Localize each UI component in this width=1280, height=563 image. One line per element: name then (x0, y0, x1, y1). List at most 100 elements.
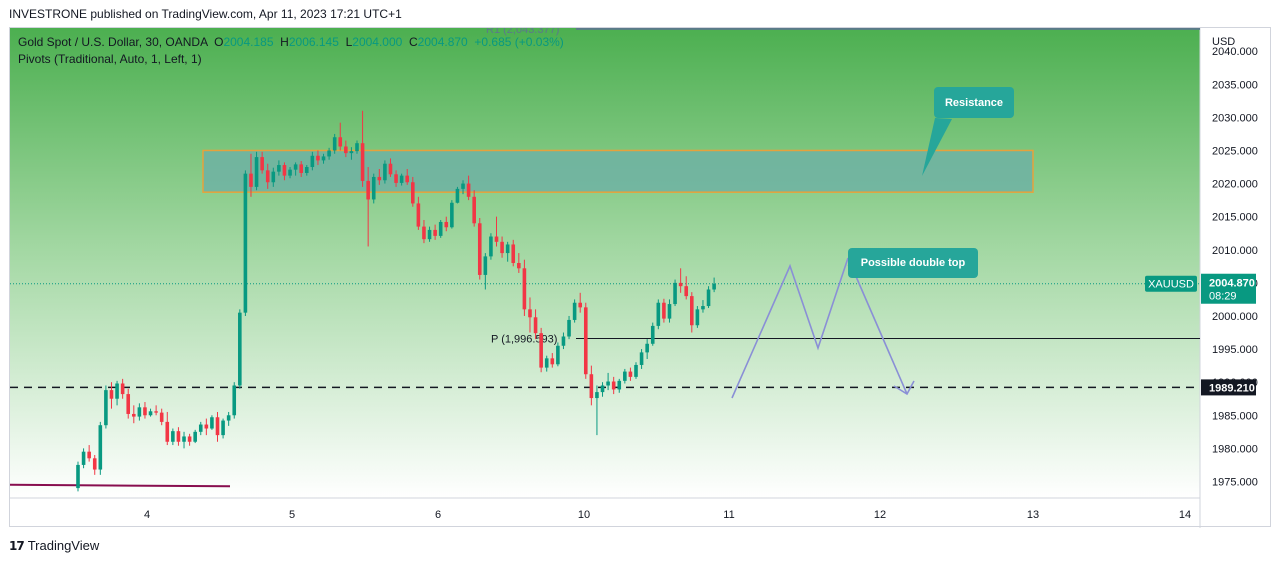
candle (282, 162, 287, 181)
candle (215, 411, 220, 442)
y-tick-label: 2010.000 (1212, 245, 1258, 257)
candle (461, 180, 465, 195)
candle (293, 162, 298, 176)
candle (159, 408, 164, 426)
candle (561, 332, 566, 350)
support-level-tag[interactable]: 1989.210 (1201, 379, 1256, 396)
candle-series (76, 110, 716, 492)
x-tick-label: 13 (1027, 509, 1039, 521)
candle (92, 454, 97, 475)
y-tick-label: 2020.000 (1212, 179, 1258, 191)
candle (366, 167, 370, 247)
candle (639, 349, 644, 369)
candle (243, 170, 248, 316)
double-top-pattern[interactable] (731, 257, 849, 399)
candle (260, 151, 264, 174)
tradingview-logo[interactable]: 17 TradingView (9, 538, 99, 553)
candle (411, 176, 415, 207)
candle (198, 421, 203, 436)
candle (438, 219, 443, 238)
candle (321, 153, 326, 164)
chart-legend: Gold Spot / U.S. Dollar, 30, OANDA O2004… (18, 34, 564, 68)
candle (388, 158, 393, 177)
y-tick-label: 1985.000 (1212, 410, 1258, 422)
support-level-value: 1989.210 (1209, 382, 1255, 394)
candle (193, 429, 197, 444)
candle (344, 140, 348, 158)
candle (316, 150, 320, 166)
bottom-trend-line[interactable] (10, 483, 231, 488)
candle (137, 403, 142, 421)
candle (87, 445, 91, 462)
candle (517, 253, 521, 273)
projection-arrow-head (893, 380, 915, 396)
y-tick-label: 2040.000 (1212, 46, 1258, 58)
x-tick-label: 4 (144, 509, 150, 521)
candle (254, 151, 259, 191)
plot-background (10, 28, 1200, 498)
double-top-callout[interactable]: Possible double top (848, 248, 978, 278)
candle (210, 415, 214, 430)
x-tick-label: 14 (1179, 509, 1191, 521)
candle (539, 327, 543, 373)
candle (299, 161, 303, 177)
candle (500, 236, 504, 258)
candle (505, 241, 510, 262)
y-tick-label: 1995.000 (1212, 344, 1258, 356)
candle (483, 253, 488, 290)
candle (271, 167, 276, 187)
legend-change-value: +0.685 (+0.03%) (474, 35, 564, 49)
candle (154, 405, 158, 416)
legend-symbol-row: Gold Spot / U.S. Dollar, 30, OANDA O2004… (18, 34, 564, 51)
candle (265, 163, 270, 189)
candle (556, 342, 560, 367)
pivot-r1-label: R1 (2,043.377) (486, 28, 559, 36)
candle (650, 322, 655, 346)
projection-arrow[interactable] (847, 257, 908, 395)
y-tick-label: 1980.000 (1212, 443, 1258, 455)
candle (109, 382, 114, 409)
candle (450, 200, 454, 229)
candle (277, 160, 281, 176)
candle (544, 355, 549, 372)
candle (623, 368, 627, 384)
symbol-tag[interactable]: XAUUSD (1145, 275, 1197, 292)
candle (472, 190, 476, 227)
chart-canvas[interactable]: R1 (2,043.377) P (1,996.593) USD 1975.000 1… (10, 28, 1272, 528)
candle (288, 167, 292, 179)
legend-indicator[interactable]: Pivots (Traditional, Auto, 1, Left, 1) (18, 52, 202, 66)
candle (399, 173, 404, 186)
bar-countdown: 08:29 (1209, 291, 1237, 303)
chart-frame: R1 (2,043.377) P (1,996.593) USD 1975.000 1… (9, 27, 1272, 528)
candle (695, 306, 700, 328)
candle (550, 353, 555, 368)
legend-close-label: C (409, 35, 418, 49)
tradingview-logo-icon: 17 (9, 538, 25, 553)
candle (349, 147, 354, 160)
candle (226, 411, 231, 426)
y-tick-label: 2030.000 (1212, 112, 1258, 124)
legend-symbol[interactable]: Gold Spot / U.S. Dollar, 30, OANDA (18, 35, 208, 49)
candle (690, 292, 694, 333)
candle (377, 169, 382, 185)
candle (143, 402, 147, 419)
y-tick-label: 2015.000 (1212, 212, 1258, 224)
candle (606, 372, 610, 391)
candle (76, 461, 80, 492)
resistance-callout-pointer (922, 118, 952, 176)
candle (182, 431, 186, 449)
candle (567, 315, 571, 340)
last-price-value: 2004.870 (1209, 278, 1255, 290)
legend-close-value: 2004.870 (417, 35, 468, 49)
candle (148, 408, 153, 417)
resistance-zone[interactable] (202, 149, 1034, 193)
candle (132, 405, 136, 424)
candle (667, 299, 672, 323)
candle (355, 140, 359, 154)
y-tick-label: 2000.000 (1212, 311, 1258, 323)
candle (427, 226, 432, 242)
resistance-callout[interactable]: Resistance (934, 87, 1014, 118)
symbol-tag-label: XAUUSD (1148, 279, 1194, 291)
legend-open-value: 2004.185 (223, 35, 274, 49)
